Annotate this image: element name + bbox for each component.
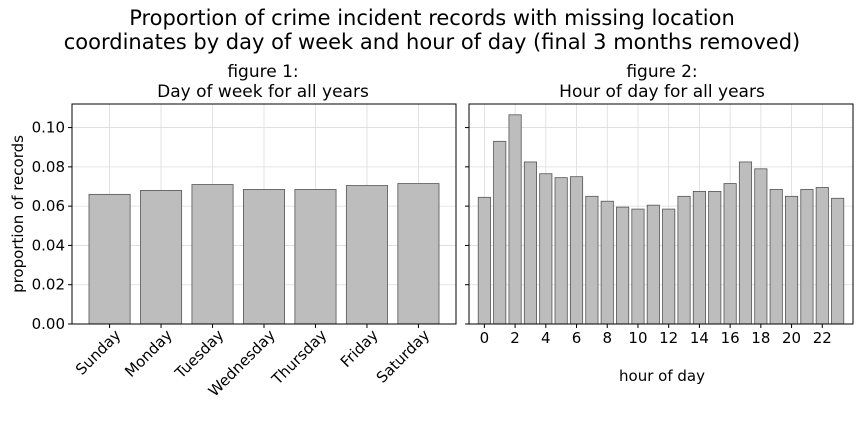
chart2-bar	[815, 187, 829, 325]
chart2-bar	[738, 161, 753, 325]
chart2-x-tick-label: 16	[721, 329, 740, 347]
chart1-x-tick-label: Sunday	[72, 326, 125, 379]
chart2-bar	[754, 168, 768, 325]
chart2-title-line-2: Hour of day for all years	[559, 82, 765, 102]
chart2-x-tick-label: 14	[690, 329, 709, 347]
chart2-bar	[646, 204, 660, 325]
chart2-bar	[493, 140, 507, 325]
chart1-y-tick-label: 0.08	[32, 158, 65, 176]
chart2-bar	[631, 208, 645, 325]
chart1-y-tick-label: 0.00	[32, 315, 65, 333]
chart1-bar	[243, 189, 285, 325]
chart2-bar	[585, 195, 599, 325]
chart2-bar	[508, 114, 522, 325]
chart1-x-tick-label: Thursday	[268, 326, 331, 389]
chart1-x-tick-label: Saturday	[373, 326, 434, 387]
chart2-title-line-1: figure 2:	[626, 62, 697, 82]
chart2-bar	[769, 189, 783, 325]
chart1-bar	[88, 193, 131, 325]
chart2-x-tick-label: 6	[572, 329, 582, 347]
chart2-bar	[692, 191, 706, 325]
figure-title-line-1: Proportion of crime incident records wit…	[129, 6, 735, 30]
chart2-x-tick-label: 20	[782, 329, 801, 347]
chart1-y-axis-label: proportion of records	[9, 135, 27, 293]
chart2-bar	[477, 196, 491, 325]
chart2-bar	[677, 195, 691, 325]
chart2-bar	[616, 206, 630, 325]
chart2-x-tick-label: 0	[480, 329, 490, 347]
chart2-bar	[539, 173, 553, 325]
chart2-bar	[554, 177, 568, 325]
chart1-y-tick-label: 0.10	[32, 119, 65, 137]
chart2-bar	[523, 161, 537, 325]
chart2-bar	[785, 195, 799, 325]
chart1-plot-area: 0.000.020.040.060.080.10SundayMondayTues…	[32, 103, 457, 400]
chart2-x-tick-label: 18	[751, 329, 770, 347]
chart1-y-tick-label: 0.06	[32, 197, 65, 215]
chart2-x-tick-label: 8	[602, 329, 612, 347]
chart2-x-tick-label: 12	[659, 329, 678, 347]
chart1-bar	[294, 189, 337, 325]
chart2-bar	[723, 183, 737, 325]
chart2-plot-area: 0 2 4 6 8 10 12 14 16 18 20 22	[465, 103, 854, 347]
chart2-x-tick-label: 4	[541, 329, 551, 347]
chart1-y-tick-label: 0.04	[32, 236, 65, 254]
chart2-x-axis-label: hour of day	[619, 367, 705, 385]
chart2-x-tick-label: 22	[813, 329, 832, 347]
chart2-x-tick-label: 2	[510, 329, 520, 347]
chart1-x-tick-label: Friday	[337, 326, 382, 371]
figure-title-line-2: coordinates by day of week and hour of d…	[64, 30, 801, 54]
chart2-bar	[708, 191, 722, 325]
chart1-x-tick-label: Monday	[121, 326, 176, 381]
chart2-frame	[468, 103, 854, 325]
chart2-bar	[569, 176, 584, 325]
chart1-bar	[345, 185, 388, 325]
chart1-title-line-2: Day of week for all years	[157, 82, 369, 102]
chart1-bar	[191, 184, 234, 325]
chart1-bar	[397, 183, 440, 325]
chart2-bar	[800, 189, 814, 325]
chart1-bar	[140, 190, 183, 325]
chart1-y-tick-label: 0.02	[32, 276, 65, 294]
chart2-x-tick-label: 10	[628, 329, 647, 347]
chart2-bar	[662, 208, 676, 325]
chart2-bar	[600, 200, 614, 325]
chart2-bar	[831, 197, 845, 325]
chart1-title-line-1: figure 1:	[227, 62, 298, 82]
